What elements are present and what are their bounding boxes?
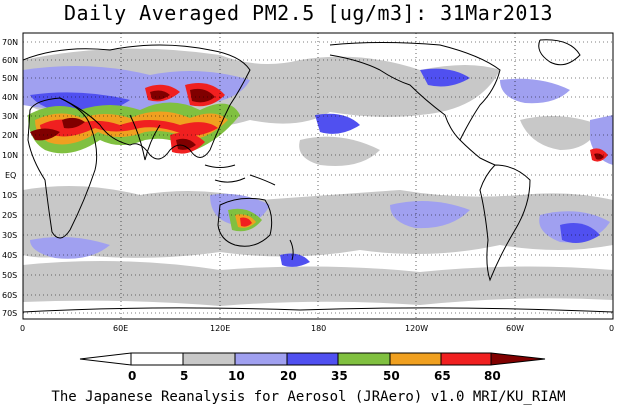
lat-label: 30N [2,112,18,121]
colorbar-swatch [337,352,391,366]
lat-label: 10N [2,151,18,160]
colorbar-swatch [182,352,236,366]
lon-label: 0 [20,324,25,333]
colorbar-swatch [389,352,442,366]
lat-label: 40N [2,93,18,102]
colorbar-label: 20 [280,369,297,383]
colorbar-low-arrow [79,352,132,366]
colorbar-high-arrow [490,352,546,366]
lat-label: 10S [2,191,17,200]
lat-label: 40S [2,251,17,260]
colorbar-label: 10 [228,369,245,383]
map-panel [23,33,613,319]
lon-label: 120W [405,324,428,333]
lat-label: 20N [2,131,18,140]
lat-label: 20S [2,211,17,220]
colorbar-swatch [234,352,288,366]
lat-label: 50N [2,74,18,83]
colorbar-swatch [130,352,184,366]
colorbar-label: 35 [331,369,348,383]
colorbar-swatch [286,352,339,366]
coastlines [23,39,613,313]
map-title: Daily Averaged PM2.5 [ug/m3]: 31Mar2013 [63,1,554,25]
lon-label: 120E [210,324,230,333]
lat-label: EQ [5,171,16,180]
lat-label: 70N [2,38,18,47]
credit-line: The Japanese Reanalysis for Aerosol (JRA… [51,389,566,405]
colorbar-label: 5 [180,369,188,383]
colorbar-swatch [440,352,492,366]
lon-label: 180 [311,324,326,333]
lat-label: 60N [2,56,18,65]
lat-label: 50S [2,271,17,280]
map-frame [22,32,614,320]
colorbar-label: 80 [484,369,501,383]
lon-label: 0 [609,324,614,333]
longitude-labels: 0 60E 120E 180 120W 60W 0 [20,324,614,333]
colorbar-label: 50 [383,369,400,383]
colorbar: 0 5 10 20 35 50 65 80 [79,352,546,383]
colorbar-label: 0 [128,369,136,383]
colorbar-label: 65 [434,369,451,383]
lat-label: 60S [2,291,17,300]
lat-label: 70S [2,309,17,318]
lon-label: 60E [113,324,128,333]
lon-label: 60W [506,324,524,333]
latitude-labels: 70N 60N 50N 40N 30N 20N 10N EQ 10S 20S 3… [2,38,18,318]
lat-label: 30S [2,231,17,240]
concentration-fields [23,48,613,306]
